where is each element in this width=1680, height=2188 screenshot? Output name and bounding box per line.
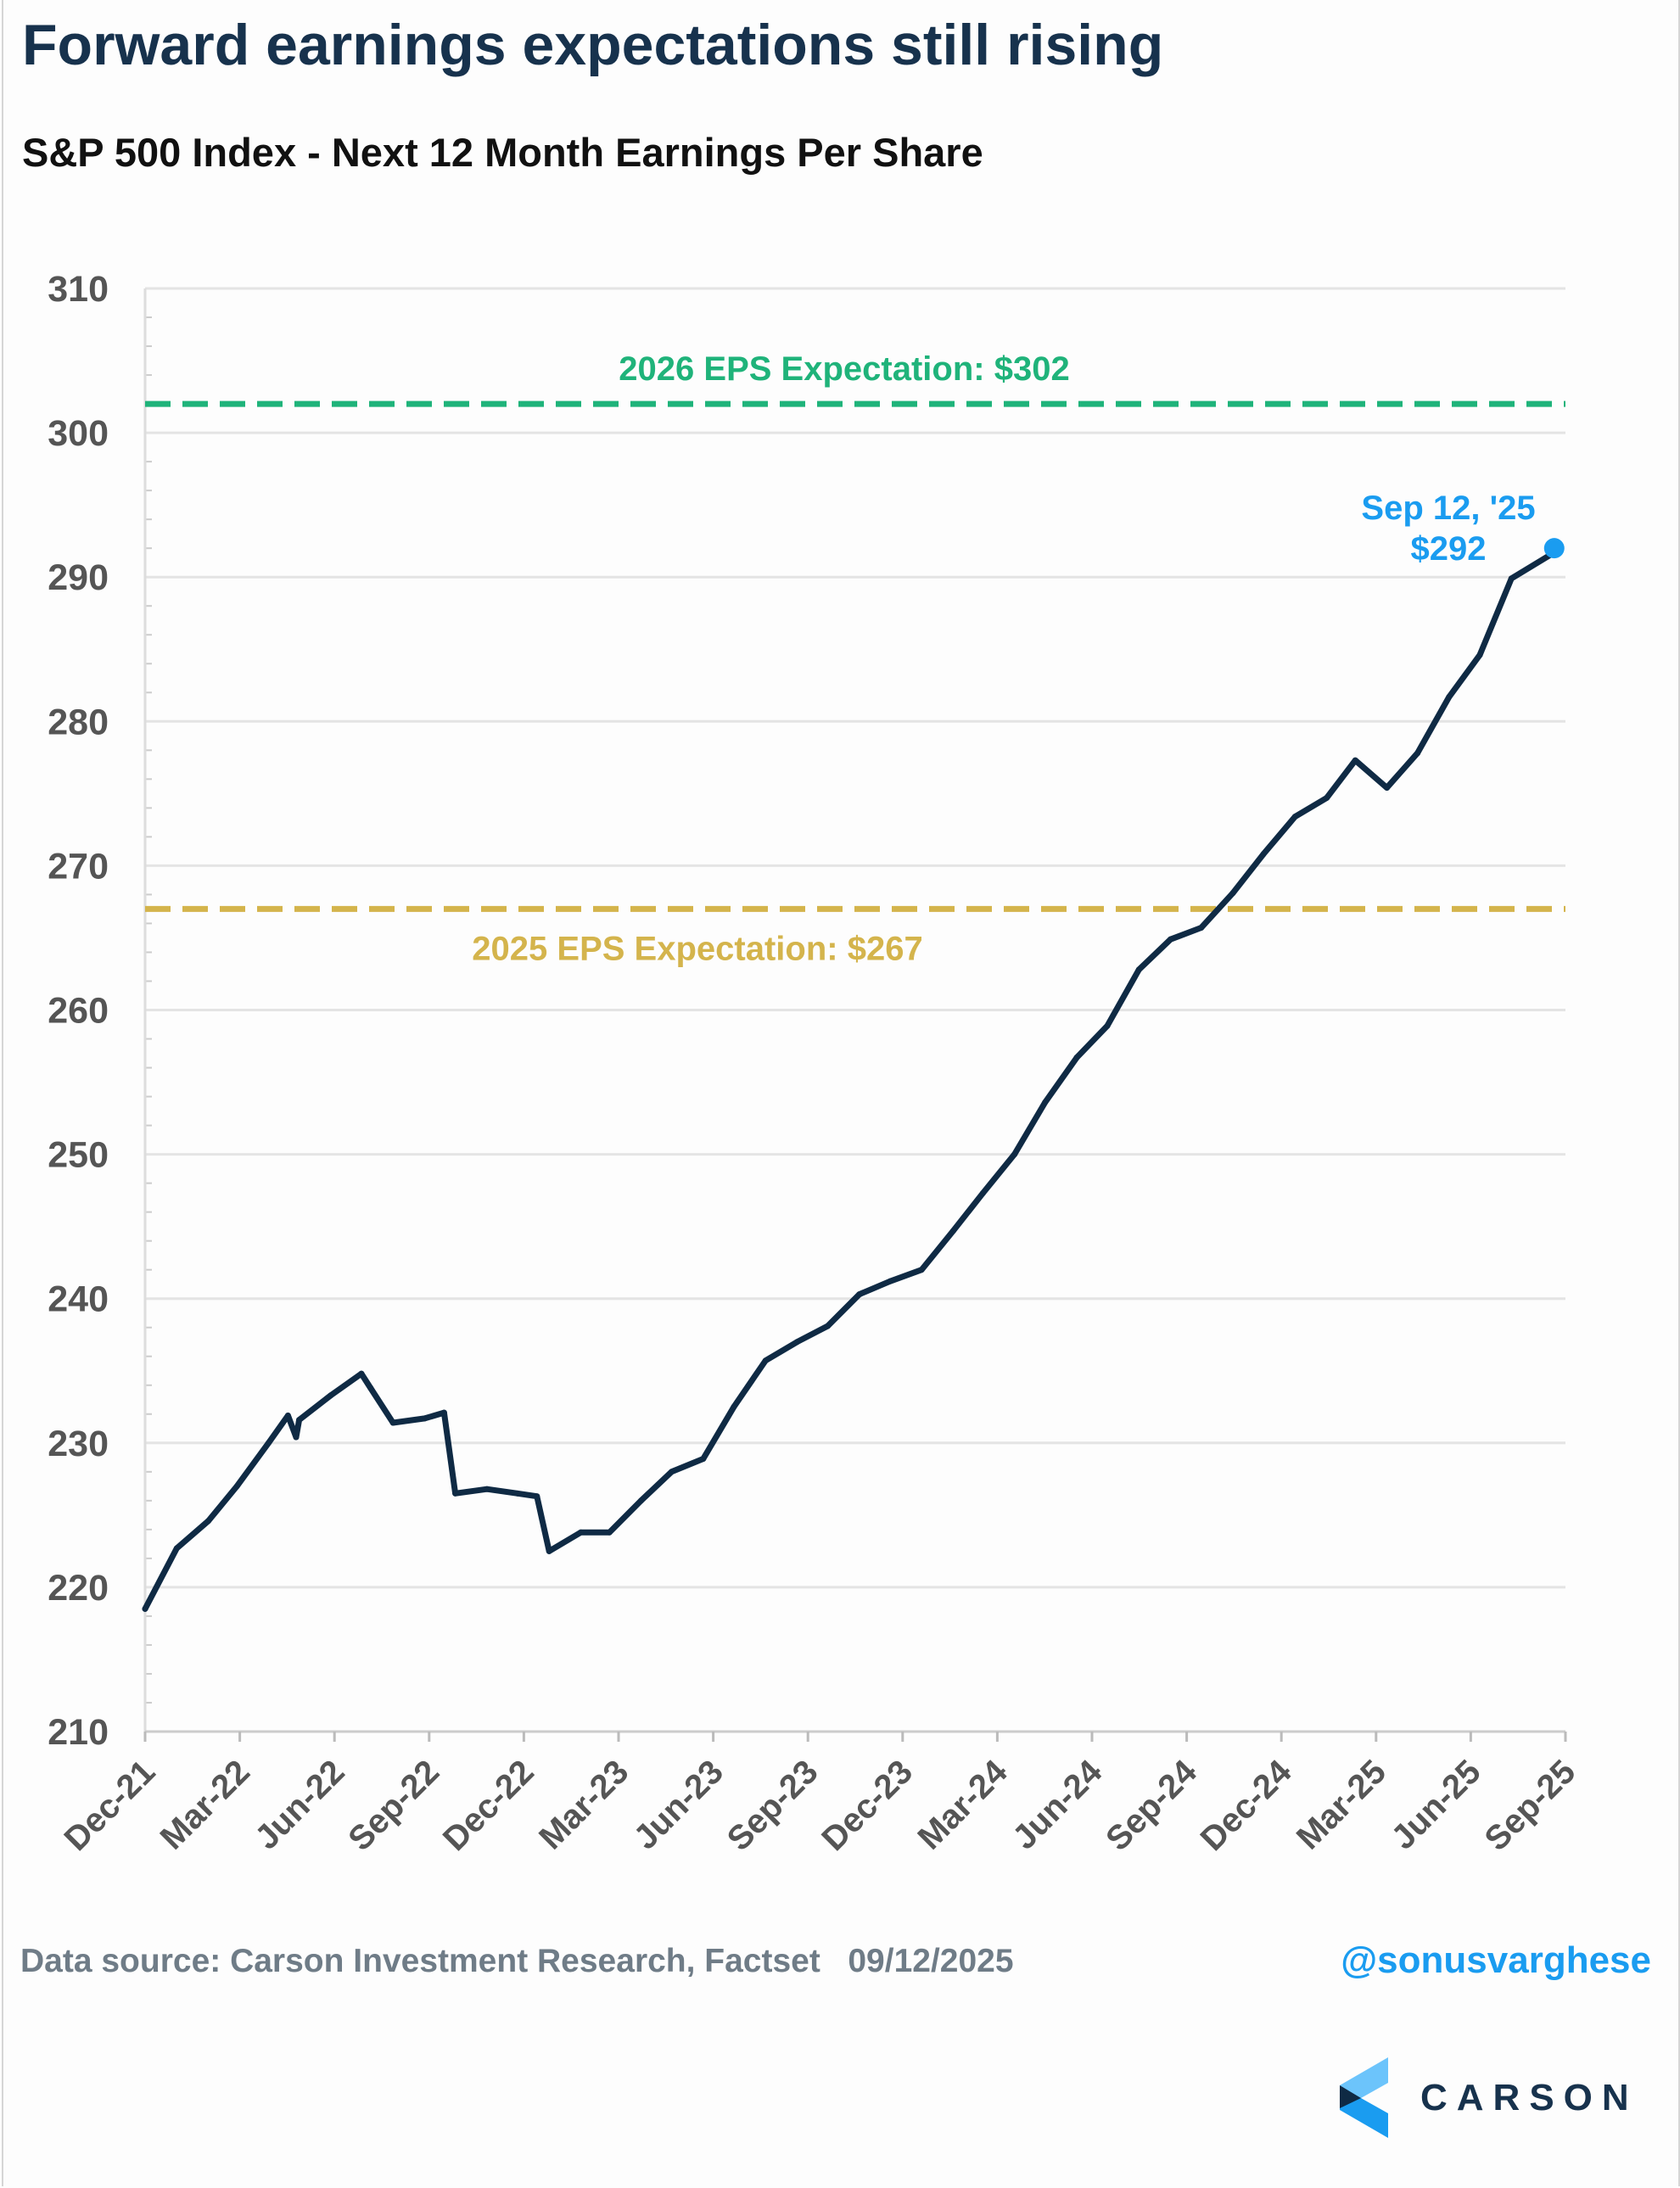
data-point: [1229, 890, 1236, 897]
author-handle[interactable]: @sonusvarghese: [1341, 1939, 1651, 1981]
data-point: [266, 1440, 272, 1447]
x-tick-label: Mar-22: [154, 1753, 257, 1856]
x-tick-label: Sep-23: [720, 1753, 826, 1858]
data-point: [578, 1529, 585, 1536]
data-point: [979, 1190, 986, 1197]
gridlines: [143, 287, 1565, 1733]
data-point: [328, 1392, 334, 1399]
x-tick-label: Sep-25: [1477, 1753, 1582, 1858]
y-tick-label: 210: [48, 1712, 109, 1753]
data-point: [1291, 814, 1298, 820]
data-point: [606, 1529, 613, 1536]
data-point: [1042, 1099, 1049, 1105]
y-tick-label: 230: [48, 1424, 109, 1464]
data-source-note: Data source: Carson Investment Research,…: [20, 1943, 1014, 1979]
x-tick-label: Sep-24: [1099, 1753, 1204, 1858]
data-point: [825, 1323, 832, 1329]
x-tick-label: Jun-23: [627, 1753, 731, 1856]
y-tick-label: 280: [48, 702, 109, 742]
carson-logo-text: CARSON: [1420, 2077, 1638, 2118]
data-point: [1198, 925, 1205, 932]
data-point: [887, 1278, 893, 1284]
y-tick-label: 270: [48, 846, 109, 887]
y-tick-label: 290: [48, 557, 109, 598]
reference-line-label: 2025 EPS Expectation: $267: [472, 930, 922, 967]
y-tick-label: 250: [48, 1135, 109, 1176]
data-point: [514, 1490, 521, 1497]
data-point: [440, 1409, 447, 1416]
data-point: [731, 1403, 737, 1410]
data-point: [918, 1267, 925, 1273]
reference-line-label: 2026 EPS Expectation: $302: [619, 350, 1069, 388]
data-point: [637, 1497, 644, 1504]
data-point: [205, 1518, 212, 1525]
data-point: [367, 1385, 374, 1391]
data-point: [1508, 575, 1515, 582]
data-point: [422, 1415, 428, 1422]
x-tick-label: Jun-25: [1384, 1753, 1487, 1856]
data-point: [1414, 750, 1421, 757]
data-point: [296, 1417, 303, 1424]
data-point: [358, 1370, 365, 1377]
chart-subtitle: S&P 500 Index - Next 12 Month Earnings P…: [22, 130, 983, 175]
data-point: [949, 1228, 956, 1234]
y-tick-label: 300: [48, 413, 109, 454]
data-point: [1324, 794, 1330, 801]
x-tick-label: Sep-22: [341, 1753, 446, 1858]
data-point: [452, 1490, 459, 1497]
data-point: [284, 1412, 291, 1419]
data-point: [534, 1493, 540, 1500]
data-point: [1352, 757, 1358, 764]
data-point: [856, 1291, 863, 1298]
data-point: [1011, 1151, 1018, 1158]
x-axis-ticks: Dec-21Mar-22Jun-22Sep-22Dec-22Mar-23Jun-…: [57, 1732, 1582, 1858]
eps-series-line: [142, 549, 1558, 1612]
eps-line-chart: 210 220 230 240 250 260 270 280 290 300 310 Dec-21…: [48, 269, 1582, 1858]
latest-point-marker: [1543, 538, 1565, 559]
data-point: [762, 1357, 769, 1364]
data-point: [1168, 936, 1174, 943]
data-point: [1135, 966, 1142, 973]
y-tick-label: 310: [48, 269, 109, 310]
series: [142, 549, 1558, 1612]
annotation-date: Sep 12, '25: [1361, 490, 1535, 527]
data-point: [1384, 785, 1391, 792]
data-point: [1260, 851, 1267, 858]
x-tick-label: Dec-24: [1194, 1753, 1299, 1858]
y-axis-ticks: 210 220 230 240 250 260 270 280 290 300 310: [48, 269, 109, 1753]
data-point: [1073, 1055, 1080, 1061]
y-tick-label: 240: [48, 1279, 109, 1320]
chart-title: Forward earnings expectations still risi…: [22, 13, 1164, 77]
x-tick-label: Dec-21: [57, 1753, 162, 1858]
reference-lines: 2026 EPS Expectation: $302 2025 EPS Expec…: [145, 350, 1565, 967]
data-point: [233, 1483, 240, 1490]
data-point: [142, 1605, 148, 1612]
x-tick-label: Mar-23: [532, 1753, 636, 1856]
carson-logo-icon: [1340, 2057, 1388, 2138]
x-tick-label: Dec-23: [815, 1753, 920, 1858]
annotation-value: $292: [1411, 530, 1487, 568]
x-tick-label: Jun-24: [1005, 1753, 1110, 1857]
annotation: Sep 12, '25$292: [1361, 490, 1565, 568]
x-tick-label: Jun-22: [248, 1753, 351, 1856]
data-point: [1446, 693, 1453, 700]
data-point: [389, 1419, 396, 1426]
data-point: [173, 1545, 180, 1552]
data-point: [293, 1434, 300, 1441]
data-point: [1476, 652, 1483, 658]
x-tick-label: Mar-25: [1290, 1753, 1393, 1856]
data-point: [1104, 1022, 1111, 1029]
data-point: [700, 1456, 707, 1463]
y-tick-label: 260: [48, 991, 109, 1032]
data-point: [484, 1486, 490, 1492]
y-tick-label: 220: [48, 1568, 109, 1609]
data-point: [669, 1469, 675, 1475]
x-tick-label: Mar-24: [910, 1753, 1015, 1857]
data-point: [546, 1547, 552, 1554]
data-point: [793, 1339, 800, 1346]
x-tick-label: Dec-22: [436, 1753, 541, 1858]
